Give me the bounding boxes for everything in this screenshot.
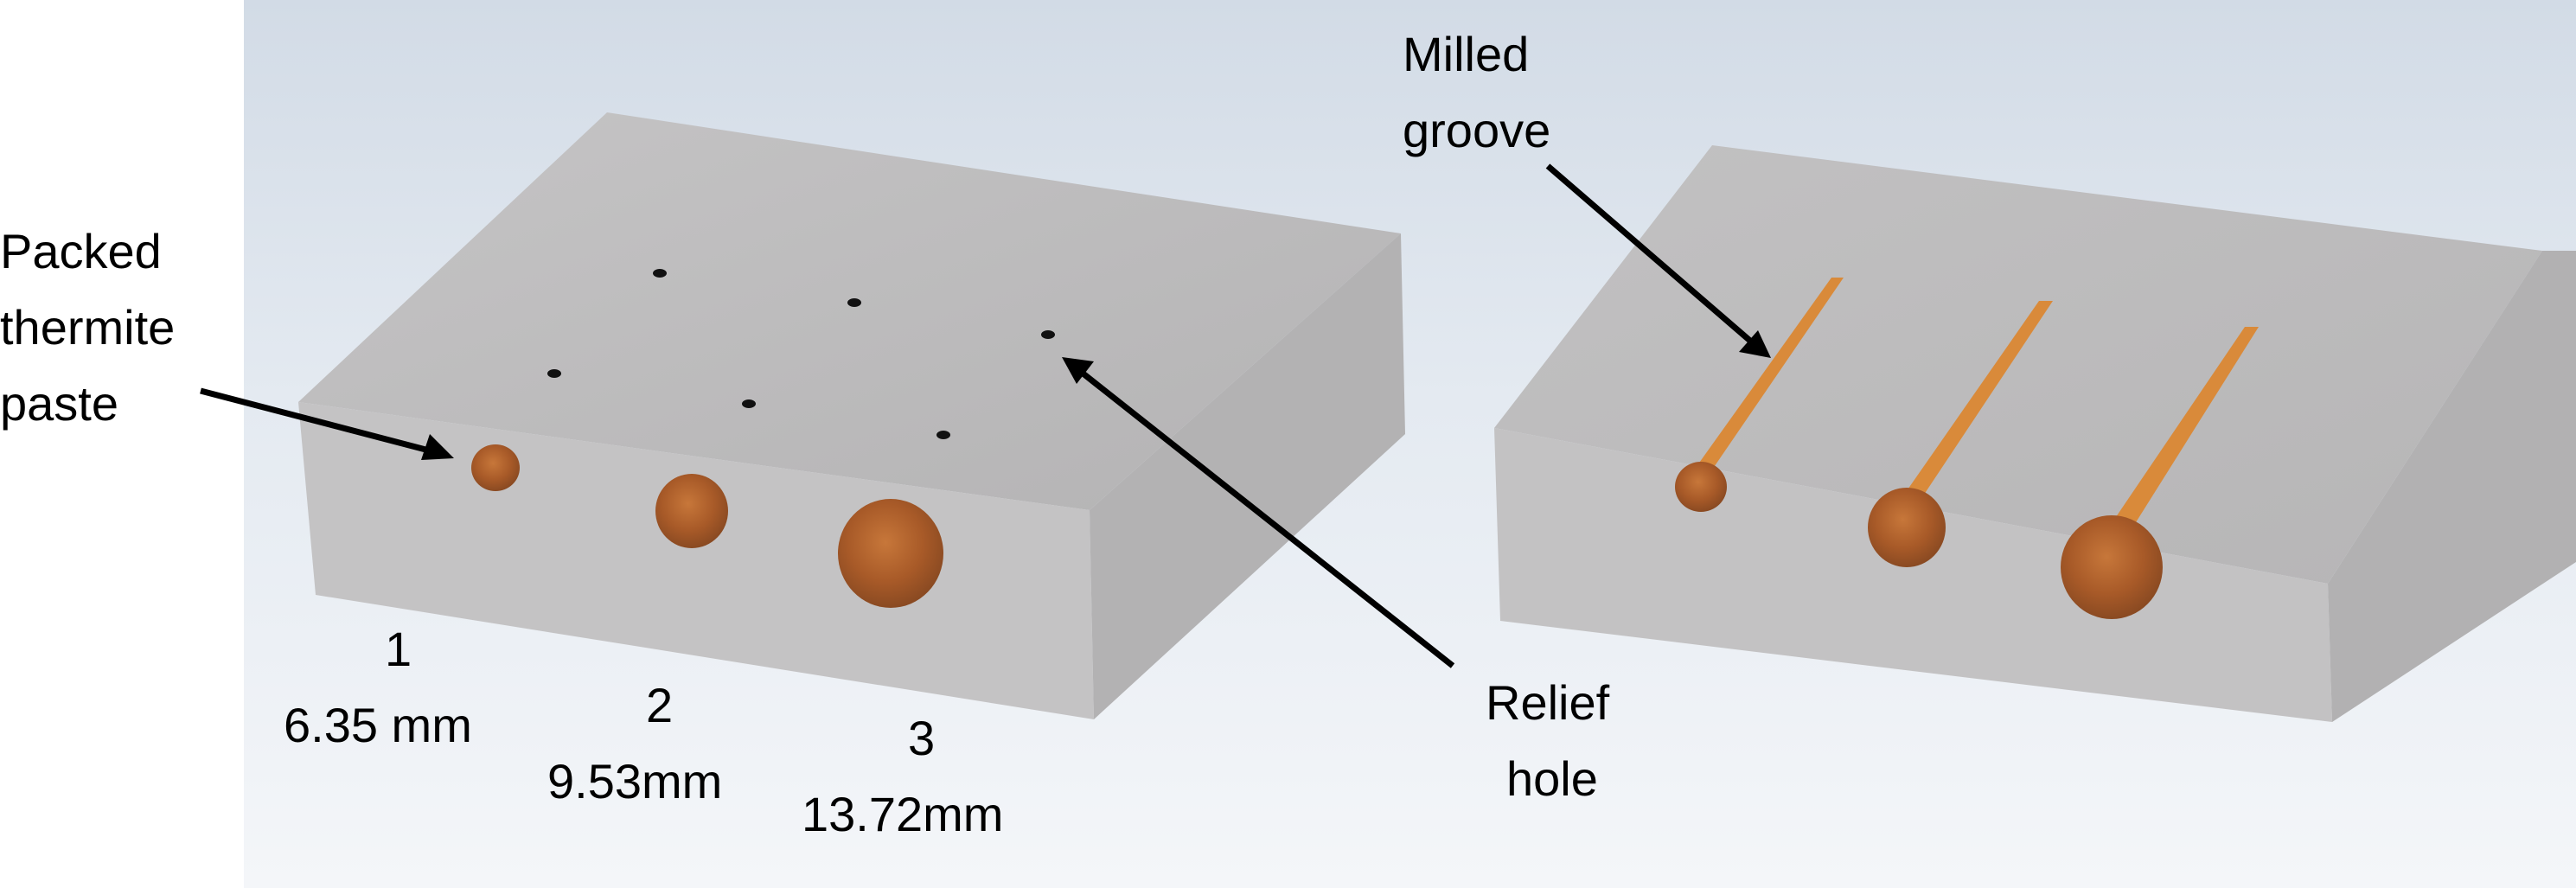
arrow-relief-hole (1078, 369, 1455, 668)
labels: Packed thermite paste Milled groove Reli… (0, 27, 1610, 841)
label-hole3-number: 3 (908, 711, 935, 765)
label-milled-line2: groove (1403, 103, 1550, 157)
relief-hole (847, 298, 861, 307)
relief-hole (547, 369, 561, 378)
left-block-top-face (298, 112, 1401, 510)
thermite-hole-2 (655, 474, 728, 548)
arrow-milled-groove (1545, 163, 1754, 344)
left-block-side-face (1090, 233, 1405, 719)
relief-hole (742, 399, 756, 408)
label-hole1-size: 6.35 mm (284, 698, 472, 752)
thermite-hole-right-2 (1868, 488, 1946, 567)
label-milled-line1: Milled (1403, 27, 1529, 81)
milled-groove-2 (1898, 301, 2053, 510)
label-packed-line2: thermite (0, 300, 175, 355)
milled-groove-1 (1693, 278, 1844, 477)
thermite-hole-right-3 (2061, 515, 2163, 619)
relief-hole (936, 431, 950, 439)
arrow-relief-hole-head (1062, 357, 1094, 384)
right-block-side-face (2328, 251, 2576, 722)
label-packed-line1: Packed (0, 224, 162, 278)
label-hole3-size: 13.72mm (802, 787, 1003, 841)
label-packed-line3: paste (0, 376, 118, 431)
relief-hole (653, 269, 667, 278)
thermite-hole-3 (838, 499, 943, 608)
label-relief-line1: Relief (1486, 675, 1610, 730)
arrow-packed-thermite (200, 387, 433, 455)
milled-groove-3 (2103, 327, 2259, 543)
label-hole2-size: 9.53mm (547, 754, 722, 808)
right-block-top-face (1494, 145, 2542, 584)
arrow-packed-thermite-head (421, 434, 454, 460)
relief-hole (1041, 330, 1055, 339)
arrows (200, 163, 1771, 668)
left-block (298, 112, 1405, 719)
right-block (1494, 145, 2576, 722)
label-hole1-number: 1 (385, 622, 412, 676)
label-hole2-number: 2 (646, 678, 673, 732)
arrow-milled-groove-head (1739, 330, 1771, 358)
label-relief-line2: hole (1506, 751, 1598, 806)
thermite-hole-right-1 (1675, 462, 1727, 512)
thermite-hole-1 (471, 444, 520, 491)
